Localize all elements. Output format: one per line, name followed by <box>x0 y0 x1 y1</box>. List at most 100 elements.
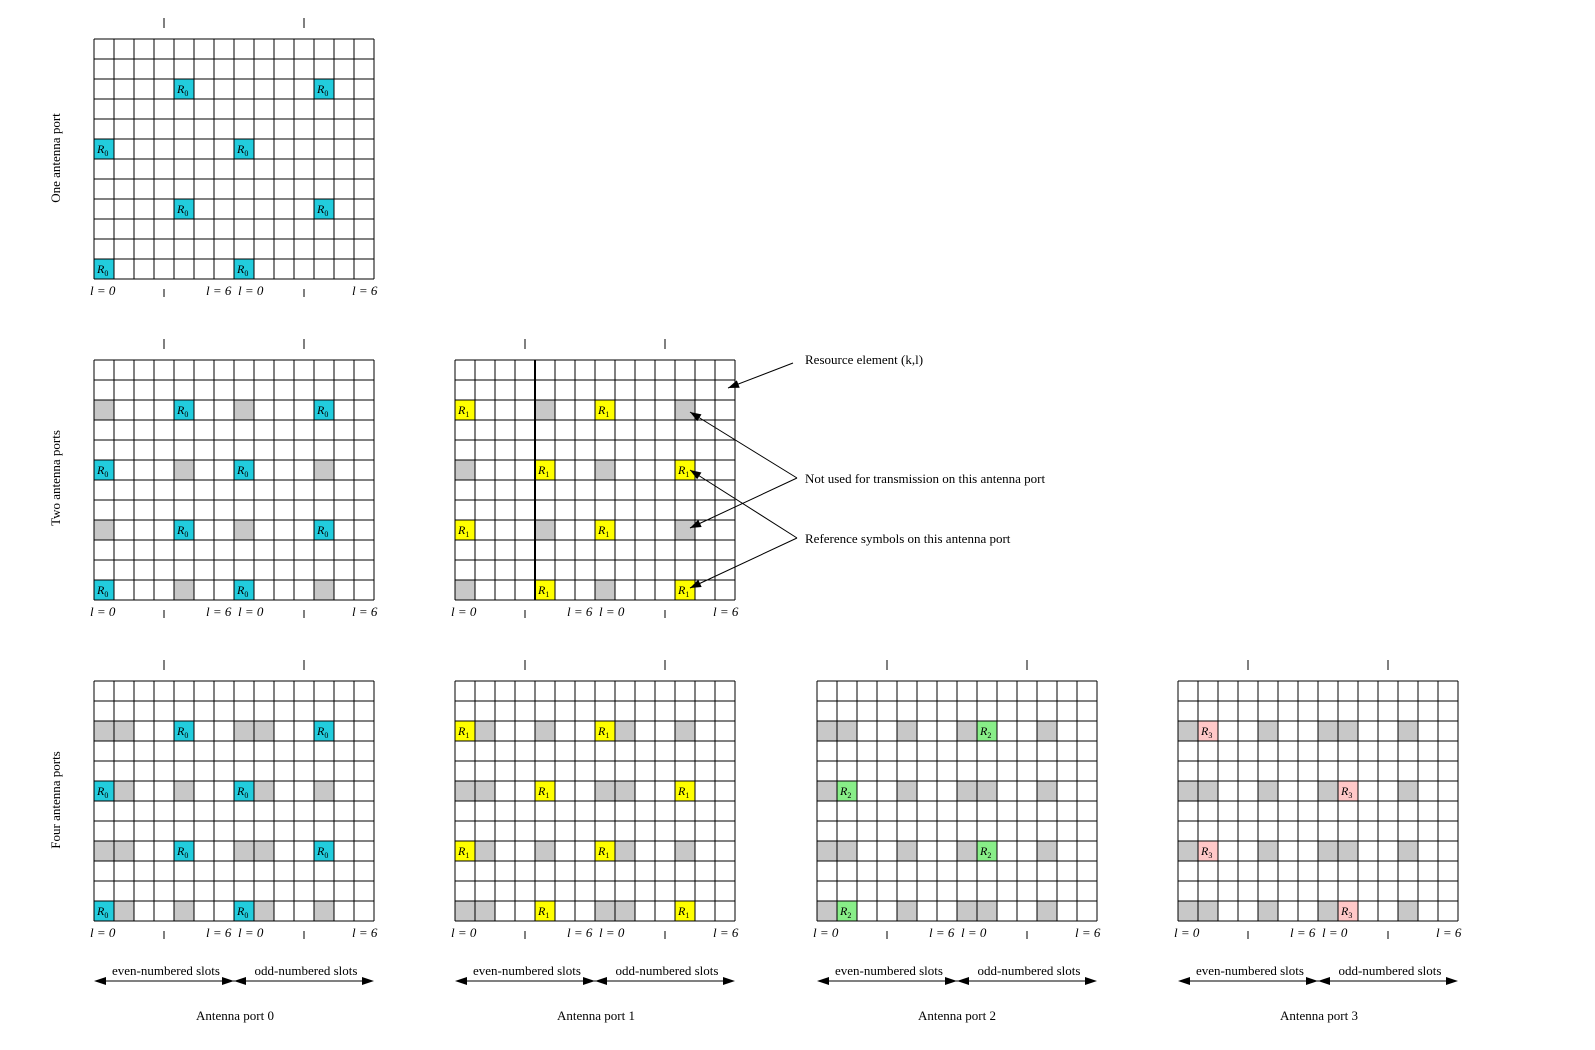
reference-cell <box>595 841 615 861</box>
unused-cell <box>595 781 615 801</box>
reference-cell <box>314 400 334 420</box>
reference-cell <box>977 841 997 861</box>
unused-cell <box>314 460 334 480</box>
axis-label-l0: l = 0 <box>1174 925 1200 940</box>
slot-arrow-head <box>945 977 957 985</box>
unused-cell <box>455 580 475 600</box>
reference-cell <box>174 199 194 219</box>
unused-cell <box>595 901 615 921</box>
arrows-layer <box>689 362 798 589</box>
reference-cell <box>174 721 194 741</box>
unused-cell <box>615 721 635 741</box>
unused-cell <box>595 580 615 600</box>
unused-cell <box>475 841 495 861</box>
unused-cell <box>1037 781 1057 801</box>
reference-cell <box>234 460 254 480</box>
unused-cell <box>977 781 997 801</box>
axis-label-l6: l = 6 <box>929 925 955 940</box>
reference-cell <box>314 199 334 219</box>
unused-cell <box>957 841 977 861</box>
unused-cell <box>535 400 555 420</box>
unused-cell <box>114 781 134 801</box>
reference-cell <box>234 781 254 801</box>
unused-cell <box>615 841 635 861</box>
unused-cell <box>94 841 114 861</box>
unused-cell <box>254 841 274 861</box>
reference-cell <box>595 721 615 741</box>
unused-cell <box>1258 901 1278 921</box>
reference-cell <box>234 139 254 159</box>
reference-cell <box>837 781 857 801</box>
unused-cell <box>675 721 695 741</box>
unused-cell <box>817 901 837 921</box>
reference-cell <box>174 79 194 99</box>
reference-cell <box>174 841 194 861</box>
axis-label-l6: l = 6 <box>567 925 593 940</box>
slot-arrow-head <box>817 977 829 985</box>
unused-cell <box>314 781 334 801</box>
arrow-not-used-1 <box>689 411 798 479</box>
unused-cell <box>817 841 837 861</box>
antenna-port-1-label: Antenna port 1 <box>557 1008 635 1023</box>
unused-cell <box>897 901 917 921</box>
unused-cell <box>1178 781 1198 801</box>
axis-label-l0: l = 0 <box>961 925 987 940</box>
slot-arrow-head <box>1085 977 1097 985</box>
reference-cell <box>94 580 114 600</box>
unused-cell <box>1318 721 1338 741</box>
axis-label-l6: l = 6 <box>352 283 378 298</box>
reference-cell <box>314 79 334 99</box>
axis-label-l6: l = 6 <box>1436 925 1462 940</box>
reference-cell <box>455 721 475 741</box>
unused-cell <box>1398 901 1418 921</box>
unused-cell <box>234 520 254 540</box>
unused-cell <box>455 901 475 921</box>
axis-label-l6: l = 6 <box>352 925 378 940</box>
axis-label-l0: l = 0 <box>90 604 116 619</box>
arrow-reference-2-head <box>690 579 702 588</box>
unused-cell <box>174 781 194 801</box>
unused-cell <box>314 901 334 921</box>
reference-cell <box>1198 721 1218 741</box>
slot-arrow-head <box>362 977 374 985</box>
axis-label-l6: l = 6 <box>206 283 232 298</box>
annotation-resource-element: Resource element (k,l) <box>805 352 923 367</box>
reference-cell <box>675 901 695 921</box>
reference-cell <box>535 580 555 600</box>
unused-cell <box>1318 901 1338 921</box>
axis-label-l6: l = 6 <box>567 604 593 619</box>
reference-cell <box>314 520 334 540</box>
slot-arrow-head <box>723 977 735 985</box>
unused-cell <box>897 721 917 741</box>
unused-cell <box>817 721 837 741</box>
unused-cell <box>1318 781 1338 801</box>
axis-label-l0: l = 0 <box>451 604 477 619</box>
reference-cell <box>94 781 114 801</box>
unused-cell <box>1037 841 1057 861</box>
unused-cell <box>615 901 635 921</box>
row-label-four: Four antenna ports <box>48 751 63 848</box>
unused-cell <box>1037 721 1057 741</box>
unused-cell <box>1178 901 1198 921</box>
unused-cell <box>1398 781 1418 801</box>
arrow-not-used-2 <box>689 477 798 529</box>
axis-label-l6: l = 6 <box>206 604 232 619</box>
unused-cell <box>535 841 555 861</box>
unused-cell <box>957 901 977 921</box>
unused-cell <box>234 400 254 420</box>
slot-arrow-head <box>1318 977 1330 985</box>
unused-cell <box>1178 841 1198 861</box>
unused-cell <box>94 520 114 540</box>
slot-arrow-head <box>222 977 234 985</box>
unused-cell <box>675 520 695 540</box>
antenna-port-3-label: Antenna port 3 <box>1280 1008 1358 1023</box>
unused-cell <box>595 460 615 480</box>
